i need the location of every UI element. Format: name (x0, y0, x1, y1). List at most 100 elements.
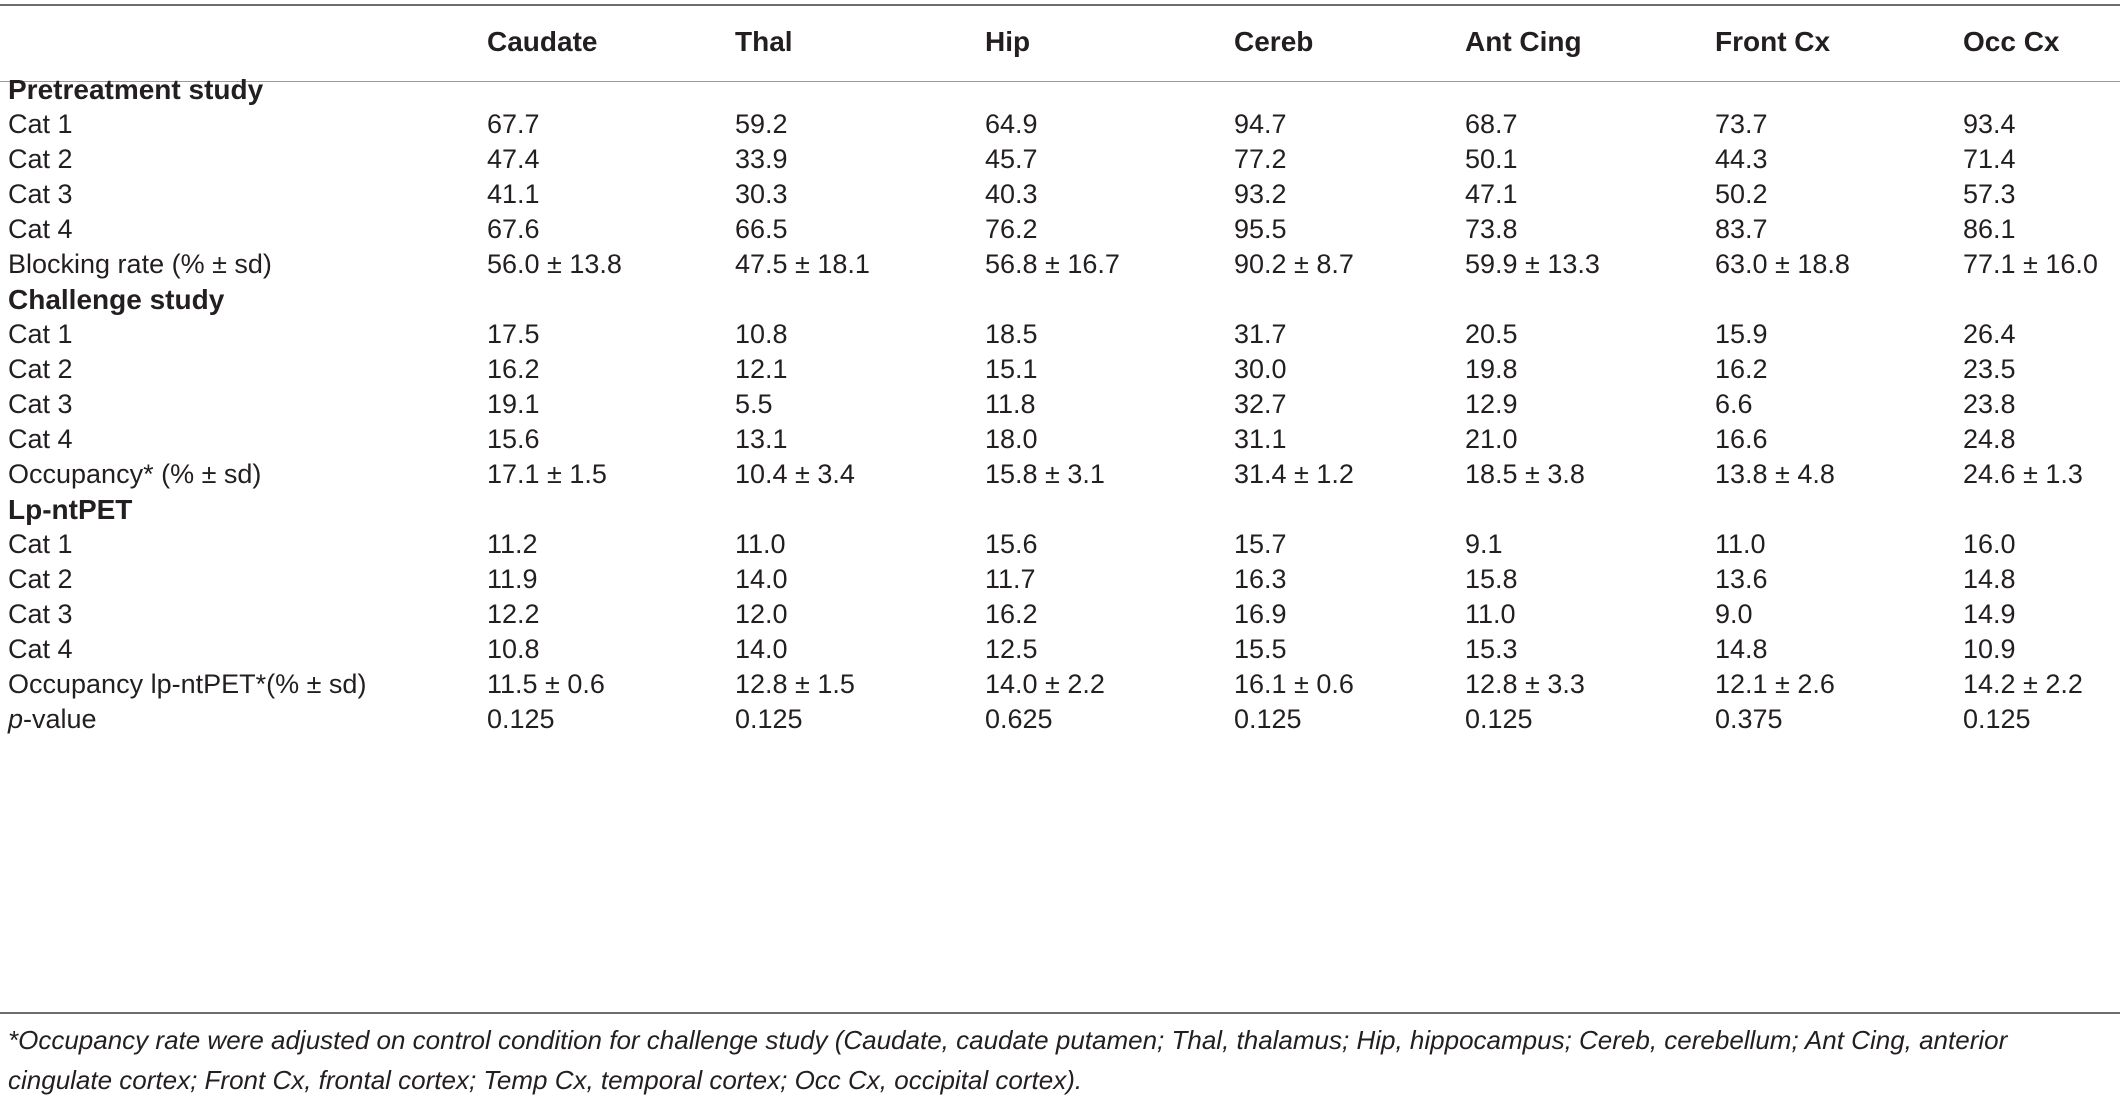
table-cell: 12.2 (487, 599, 540, 629)
table-cell: 73.7 (1715, 109, 1768, 139)
table-cell: 45.7 (985, 144, 1038, 174)
table-cell: 0.125 (1465, 704, 1533, 734)
table-cell: 14.2 ± 2.2 (1963, 669, 2083, 699)
table-cell: 47.4 (487, 144, 540, 174)
table-cell: 16.2 (985, 599, 1038, 629)
table-cell: 68.7 (1465, 109, 1518, 139)
table-cell: 16.6 (1715, 424, 1768, 454)
table-cell: 11.0 (1465, 599, 1516, 629)
pvalue-row: p-value 0.125 0.125 0.625 0.125 0.125 0.375 0.1… (0, 696, 2120, 743)
row-label: Cat 2 (8, 144, 73, 174)
table-cell: 31.1 (1234, 424, 1287, 454)
table-cell: 20.5 (1465, 319, 1518, 349)
table-cell: 23.8 (1963, 389, 2016, 419)
table-cell: 64.9 (985, 109, 1038, 139)
table-cell: 16.1 ± 0.6 (1234, 669, 1354, 699)
table-cell: 56.8 ± 16.7 (985, 249, 1120, 279)
table-cell: 12.0 (735, 599, 788, 629)
table-cell: 12.1 (735, 354, 788, 384)
table-cell: 0.125 (1234, 704, 1302, 734)
table-cell: 73.8 (1465, 214, 1518, 244)
row-label: p-value (8, 696, 97, 743)
table-cell: 14.0 ± 2.2 (985, 669, 1105, 699)
table-cell: 5.5 (735, 389, 773, 419)
table-cell: 31.4 ± 1.2 (1234, 459, 1354, 489)
table-cell: 6.6 (1715, 389, 1753, 419)
table-cell: 95.5 (1234, 214, 1287, 244)
table-cell: 14.8 (1715, 634, 1768, 664)
table-cell: 41.1 (487, 179, 540, 209)
table-cell: 12.1 ± 2.6 (1715, 669, 1835, 699)
table-row: Cat 2 16.2 12.1 15.1 30.0 19.8 16.2 23.5 (0, 346, 2120, 393)
column-header: Cereb (1234, 26, 1314, 57)
header-rule (0, 81, 2120, 82)
table-cell: 16.9 (1234, 599, 1287, 629)
table-cell: 11.9 (487, 564, 538, 594)
table-row: Cat 2 11.9 14.0 11.7 16.3 15.8 13.6 14.8 (0, 556, 2120, 603)
table-cell: 66.5 (735, 214, 788, 244)
table-row: Cat 1 17.5 10.8 18.5 31.7 20.5 15.9 26.4 (0, 311, 2120, 358)
row-label: Cat 3 (8, 599, 73, 629)
table-row: Cat 1 67.7 59.2 64.9 94.7 68.7 73.7 93.4 (0, 101, 2120, 148)
table-cell: 47.5 ± 18.1 (735, 249, 870, 279)
table-row: Occupancy* (% ± sd) 17.1 ± 1.5 10.4 ± 3.4 1… (0, 451, 2120, 498)
table-cell: 32.7 (1234, 389, 1287, 419)
table-cell: 16.0 (1963, 529, 2016, 559)
section-title: Challenge study (8, 284, 225, 315)
table-cell: 10.9 (1963, 634, 2016, 664)
pvalue-label-italic: p (8, 704, 24, 734)
table-cell: 15.8 ± 3.1 (985, 459, 1105, 489)
section-header-row: Pretreatment study (0, 66, 2120, 113)
table-row: Cat 4 10.8 14.0 12.5 15.5 15.3 14.8 10.9 (0, 626, 2120, 673)
table-cell: 13.6 (1715, 564, 1768, 594)
table-row: Cat 1 11.2 11.0 15.6 15.7 9.1 11.0 16.0 (0, 521, 2120, 568)
row-label: Cat 4 (8, 214, 73, 244)
table-cell: 57.3 (1963, 179, 2016, 209)
table-cell: 76.2 (985, 214, 1038, 244)
row-label: Cat 4 (8, 424, 73, 454)
table-cell: 30.0 (1234, 354, 1287, 384)
table-cell: 77.1 ± 16.0 (1963, 249, 2098, 279)
table-cell: 16.2 (1715, 354, 1768, 384)
table-cell: 77.2 (1234, 144, 1287, 174)
table-cell: 17.1 ± 1.5 (487, 459, 607, 489)
table-cell: 14.0 (735, 564, 788, 594)
table-cell: 44.3 (1715, 144, 1768, 174)
row-label: Cat 4 (8, 634, 73, 664)
table-cell: 94.7 (1234, 109, 1287, 139)
pvalue-label-rest: -value (23, 704, 97, 734)
table-cell: 63.0 ± 18.8 (1715, 249, 1850, 279)
table-cell: 14.9 (1963, 599, 2016, 629)
table-cell: 0.625 (985, 704, 1053, 734)
column-header: Ant Cing (1465, 26, 1582, 57)
header-row: Caudate Thal Hip Cereb Ant Cing Front Cx… (0, 18, 2120, 65)
table-cell: 26.4 (1963, 319, 2016, 349)
table-cell: 9.0 (1715, 599, 1753, 629)
table-cell: 19.8 (1465, 354, 1518, 384)
table-cell: 9.1 (1465, 529, 1503, 559)
table-row: Cat 3 12.2 12.0 16.2 16.9 11.0 9.0 14.9 (0, 591, 2120, 638)
table-cell: 31.7 (1234, 319, 1287, 349)
table-cell: 16.3 (1234, 564, 1287, 594)
table-footnote: *Occupancy rate were adjusted on control… (8, 1025, 2008, 1095)
section-header-row: Lp-ntPET (0, 486, 2120, 533)
table-cell: 10.8 (735, 319, 788, 349)
table-cell: 50.1 (1465, 144, 1518, 174)
table-top-rule (0, 4, 2120, 6)
table-cell: 18.5 (985, 319, 1038, 349)
table-row: Cat 4 15.6 13.1 18.0 31.1 21.0 16.6 24.8 (0, 416, 2120, 463)
row-label: Cat 2 (8, 354, 73, 384)
table-cell: 59.2 (735, 109, 788, 139)
table-cell: 15.8 (1465, 564, 1518, 594)
table-cell: 19.1 (487, 389, 540, 419)
table-cell: 67.6 (487, 214, 540, 244)
table-cell: 15.7 (1234, 529, 1287, 559)
row-label: Cat 2 (8, 564, 73, 594)
section-header-row: Challenge study (0, 276, 2120, 323)
row-label: Blocking rate (% ± sd) (8, 249, 272, 279)
table-cell: 71.4 (1963, 144, 2016, 174)
table-cell: 15.5 (1234, 634, 1287, 664)
table-cell: 14.8 (1963, 564, 2016, 594)
table-cell: 86.1 (1963, 214, 2016, 244)
table-row: Cat 3 41.1 30.3 40.3 93.2 47.1 50.2 57.3 (0, 171, 2120, 218)
